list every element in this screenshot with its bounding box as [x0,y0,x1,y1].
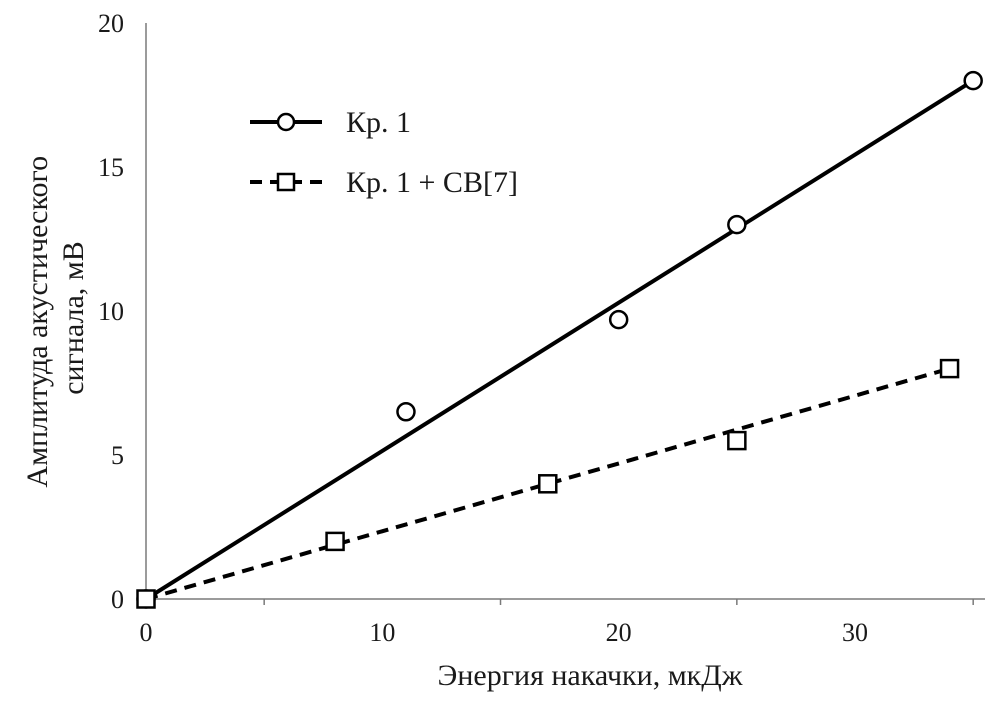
x-tick-label: 30 [842,618,868,647]
y-tick-labels: 0 5 10 15 20 [98,9,124,614]
data-point-circle [963,70,983,91]
y-tick-label: 0 [111,585,124,614]
x-minor-ticks [263,599,974,605]
x-axis-title: Энергия накачки, мкДж [438,659,743,692]
plot-series [136,70,983,609]
legend-item-series-2: Кр. 1 + СВ[7] [250,166,518,199]
axes: 0 10 20 30 0 5 10 15 20 [98,9,985,647]
data-point-circle [608,309,629,330]
x-tick-label: 10 [369,618,395,647]
legend-circle-marker [276,112,296,132]
y-tick-label: 5 [111,441,124,470]
legend-square-marker [276,172,296,192]
series-2 [136,358,960,609]
legend-label-series-2: Кр. 1 + СВ[7] [346,166,518,199]
x-tick-label: 20 [606,618,632,647]
trend-line-series-1 [144,78,975,601]
legend: Кр. 1 Кр. 1 + СВ[7] [250,106,518,199]
legend-item-series-1: Кр. 1 [250,106,411,139]
y-axis-title-line-2: сигнала, мВ [57,241,90,395]
data-point-circle [396,402,416,422]
data-point-square [325,531,345,552]
data-point-circle [727,214,747,235]
data-point-square [136,589,156,609]
series-1 [136,70,983,609]
y-tick-label: 20 [98,9,124,38]
data-point-square [538,474,558,494]
y-tick-label: 15 [98,153,124,182]
y-axis-title-line-1: Амплитуда акустического [21,156,54,488]
legend-label-series-1: Кр. 1 [346,106,411,139]
x-tick-label: 0 [140,618,153,647]
data-point-square [727,430,747,451]
y-tick-label: 10 [98,297,124,326]
data-point-square [939,358,960,379]
x-tick-labels: 0 10 20 30 [140,618,869,647]
y-axis-title: Амплитуда акустического сигнала, мВ [21,148,90,487]
